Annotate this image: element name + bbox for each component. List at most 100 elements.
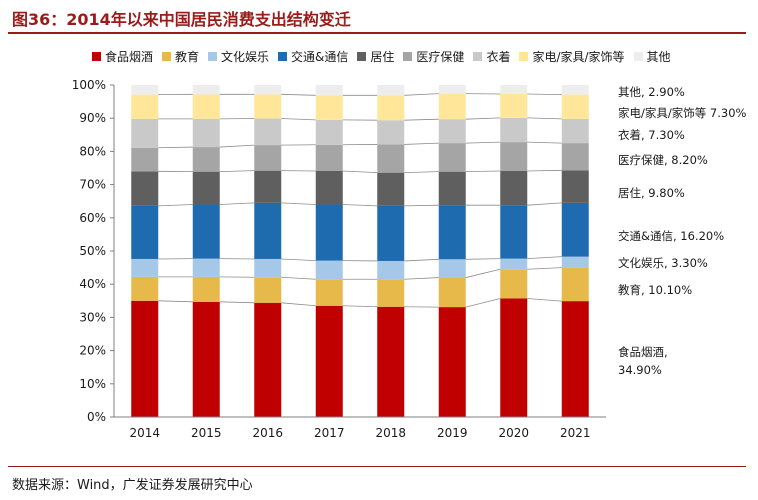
series-connector-line (281, 276, 316, 280)
bar-segment (192, 276, 220, 302)
bar-segment (438, 143, 466, 172)
legend-item: 衣着 (473, 48, 510, 65)
bar-segment (438, 205, 466, 260)
legend-label: 其他 (646, 50, 671, 64)
series-connector-line (342, 170, 378, 174)
legend-label: 衣着 (486, 50, 511, 64)
series-connector-line (527, 169, 562, 172)
series-connector-line (527, 256, 562, 260)
series-connector-line (219, 170, 255, 173)
bar-segment (131, 171, 159, 206)
bar-segment (438, 93, 466, 120)
series-connector-line (281, 202, 316, 205)
bar-segment (131, 94, 159, 119)
series-connector-line (281, 118, 316, 121)
bar-segment (561, 170, 589, 203)
series-connector-line (404, 118, 439, 121)
bar-segment (315, 260, 343, 280)
bar-segment (438, 259, 466, 278)
series-connector-line (465, 141, 501, 144)
series-connector-line (465, 258, 501, 260)
legend-item: 医疗保健 (403, 48, 464, 65)
bar-segment (500, 205, 528, 259)
x-tick-label: 2021 (560, 426, 591, 440)
legend-swatch (162, 52, 172, 61)
bar-segment (561, 267, 589, 302)
legend-swatch (357, 52, 367, 61)
y-tick-label: 30% (79, 310, 106, 324)
bar-segment (192, 118, 220, 148)
end-data-label: 交通&通信, 16.20% (618, 229, 724, 243)
y-tick-label: 90% (79, 111, 106, 125)
bar-segment (131, 276, 159, 301)
bar-segment (254, 277, 282, 303)
bar-segment (438, 277, 466, 308)
series-connector-line (158, 300, 193, 303)
series-connector-line (465, 268, 501, 278)
bar-segment (500, 258, 528, 270)
bar-segment (561, 143, 589, 171)
series-connector-line (404, 277, 439, 280)
bar-segment (377, 306, 405, 417)
bar-segment (315, 95, 343, 120)
bar-segment (377, 95, 405, 121)
bar-segment (377, 144, 405, 173)
bar-segment (254, 118, 282, 146)
bar-segment (131, 205, 159, 259)
legend-item: 居住 (357, 48, 394, 65)
bar-segment (500, 298, 528, 417)
bar-segment (315, 170, 343, 205)
bar-segment (315, 85, 343, 96)
series-connector-line (465, 170, 501, 173)
figure-title: 图36：2014年以来中国居民消费支出结构变迁 (12, 10, 351, 29)
legend-label: 教育 (175, 50, 200, 64)
end-data-label: 文化娱乐, 3.30% (618, 256, 708, 270)
legend-item: 文化娱乐 (208, 48, 269, 65)
bar-segment (131, 147, 159, 172)
end-data-label: 家电/家具/家饰等 7.30% (618, 106, 747, 120)
y-tick-label: 50% (79, 244, 106, 258)
bar-segment (315, 305, 343, 417)
legend-swatch (473, 52, 483, 61)
bar-segment (561, 301, 589, 417)
bar-segment (438, 119, 466, 144)
bar-segment (438, 307, 466, 417)
bar-segment (131, 118, 159, 148)
series-connector-line (527, 267, 562, 270)
y-tick-label: 70% (79, 178, 106, 192)
series-connector-line (219, 301, 255, 304)
y-tick-label: 100% (72, 78, 106, 92)
x-tick-label: 2014 (129, 426, 160, 440)
title-divider (8, 32, 746, 34)
bar-segment (561, 202, 589, 257)
bar-segment (192, 85, 220, 95)
bar-segment (254, 258, 282, 278)
end-data-label: 医疗保健, 8.20% (618, 153, 708, 167)
legend-label: 食品烟酒 (105, 50, 154, 64)
x-tick-label: 2018 (375, 426, 406, 440)
series-connector-line (342, 204, 378, 207)
bar-segment (377, 279, 405, 307)
bar-segment (131, 258, 159, 277)
bar-segment (500, 93, 528, 118)
bar-segment (561, 85, 589, 95)
bar-segment (254, 302, 282, 417)
bar-segment (500, 117, 528, 143)
series-connector-line (404, 93, 439, 96)
legend-item: 其他 (633, 48, 671, 65)
end-data-label-value: 34.90% (618, 363, 662, 377)
bar-segment (500, 170, 528, 206)
bar-segment (377, 85, 405, 96)
series-connector-line (281, 258, 316, 262)
legend-swatch (92, 52, 101, 61)
y-tick-label: 60% (79, 211, 106, 225)
end-data-label: 其他, 2.90% (618, 85, 685, 99)
bar-segment (561, 94, 589, 119)
legend-item: 交通&通信 (278, 48, 348, 65)
series-connector-line (465, 298, 501, 308)
bar-segment (192, 301, 220, 417)
bar-segment (561, 118, 589, 144)
bar-segment (438, 171, 466, 206)
series-connector-line (281, 93, 316, 96)
